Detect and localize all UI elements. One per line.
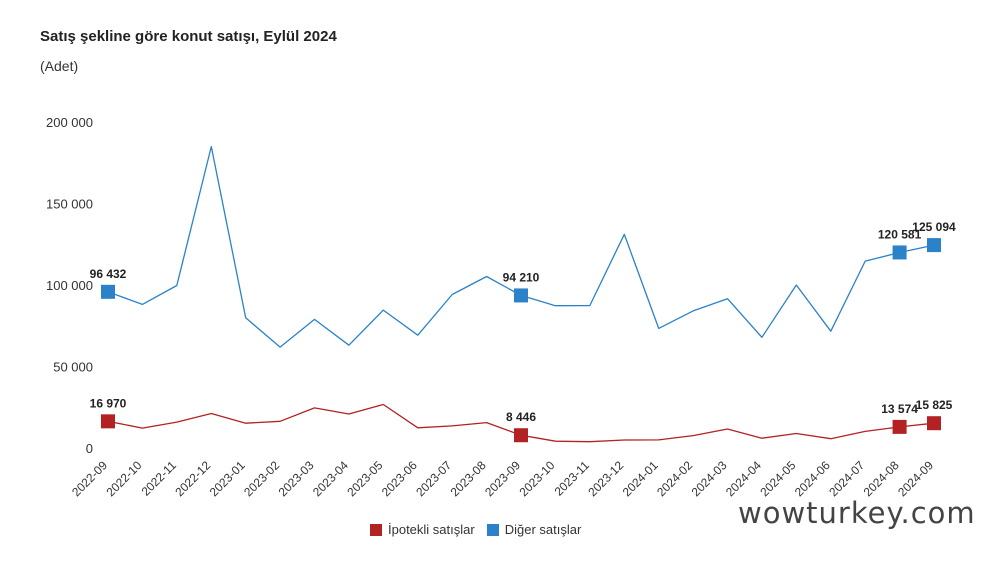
x-tick-label: 2023-03 (276, 458, 317, 499)
x-tick-label: 2024-07 (826, 458, 867, 499)
x-tick-label: 2024-08 (861, 458, 902, 499)
legend-swatch-diger (486, 523, 499, 536)
chart-title: Satış şekline göre konut satışı, Eylül 2… (40, 28, 337, 45)
x-tick-label: 2024-09 (895, 458, 936, 499)
x-tick-label: 2023-07 (413, 458, 454, 499)
data-point-marker (927, 238, 941, 253)
x-tick-label: 2022-11 (139, 458, 180, 499)
y-tick-label: 50 000 (53, 360, 93, 375)
x-axis: 2022-092022-102022-112022-122023-012023-… (69, 458, 936, 499)
data-label: 125 094 (912, 220, 956, 234)
legend-item-ipotekli[interactable]: İpotekli satışlar (370, 522, 475, 537)
legend: İpotekli satışlar Diğer satışlar (370, 522, 581, 537)
x-tick-label: 2023-02 (241, 458, 282, 499)
y-tick-label: 150 000 (46, 197, 93, 212)
watermark-text: wowturkey.com (738, 496, 976, 530)
data-point-marker (514, 288, 528, 303)
x-tick-label: 2023-11 (552, 458, 593, 499)
x-tick-label: 2023-09 (482, 458, 523, 499)
x-tick-label: 2024-04 (723, 458, 764, 499)
x-tick-label: 2023-08 (448, 458, 489, 499)
data-point-marker (927, 416, 941, 431)
y-tick-label: 200 000 (46, 115, 93, 130)
x-tick-label: 2023-04 (310, 458, 351, 499)
x-tick-label: 2023-01 (207, 458, 248, 499)
legend-swatch-ipotekli (370, 523, 382, 536)
x-tick-label: 2024-02 (654, 458, 695, 499)
data-label: 96 432 (90, 267, 127, 281)
data-label: 15 825 (916, 398, 953, 412)
x-tick-label: 2022-10 (103, 458, 144, 499)
x-tick-label: 2024-06 (792, 458, 833, 499)
y-axis: 0 50 000 100 000 150 000 200 000 (46, 115, 93, 456)
x-tick-label: 2022-12 (172, 458, 213, 499)
series-line-diger (107, 145, 935, 348)
x-tick-label: 2023-12 (585, 458, 626, 499)
data-label: 8 446 (506, 410, 536, 424)
x-tick-label: 2023-05 (344, 458, 385, 499)
legend-label-diger: Diğer satışlar (504, 522, 582, 537)
x-tick-label: 2024-01 (620, 458, 661, 499)
data-point-marker (101, 414, 115, 429)
legend-item-diger[interactable]: Diğer satışlar (486, 522, 582, 537)
data-label: 13 574 (881, 402, 918, 416)
x-tick-label: 2022-09 (69, 458, 110, 499)
data-label: 16 970 (90, 396, 127, 410)
data-point-marker (892, 245, 907, 260)
x-tick-label: 2024-03 (689, 458, 730, 499)
data-label: 120 581 (878, 227, 922, 241)
legend-label-ipotekli: İpotekli satışlar (388, 522, 475, 537)
data-point-marker (101, 284, 115, 299)
data-label: 94 210 (503, 270, 540, 284)
chart-subtitle: (Adet) (40, 58, 79, 74)
data-point-marker (892, 419, 907, 434)
x-tick-label: 2024-05 (757, 458, 798, 499)
data-point-marker (514, 428, 528, 443)
y-tick-label: 0 (86, 441, 93, 456)
y-tick-label: 100 000 (46, 278, 93, 293)
x-tick-label: 2023-06 (379, 458, 420, 499)
x-tick-label: 2023-10 (516, 458, 557, 499)
